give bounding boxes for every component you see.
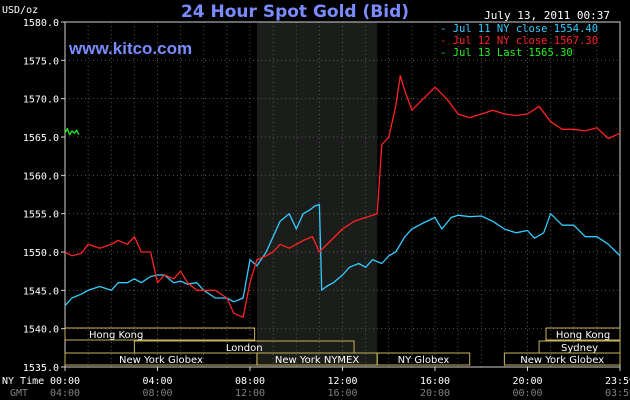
y-tick-label: 1570.0 (23, 95, 59, 106)
x-tick-label-gmt: 04:00 (50, 388, 80, 399)
series-line-jul-12 (64, 75, 621, 318)
x-tick-label-gmt: 20:00 (420, 388, 450, 399)
y-tick-label: 1535.0 (23, 363, 59, 374)
session-bar-label: NY Globex (398, 355, 450, 366)
x-tick-label-ny: 00:00 (50, 376, 80, 387)
session-bar: New York NYMEX (256, 352, 378, 366)
x-tick-label-ny: 12:00 (327, 376, 357, 387)
y-tick-label: 1550.0 (23, 248, 59, 259)
y-tick-label: 1565.0 (23, 133, 59, 144)
x-tick-label-gmt: 08:00 (142, 388, 172, 399)
session-bar-label: London (226, 343, 263, 354)
session-bar: NY Globex (376, 352, 471, 366)
legend-entry: - Jul 11 NY close 1554.40 (440, 23, 598, 35)
session-bar: Hong Kong (64, 327, 256, 341)
session-bar-label: Hong Kong (89, 330, 143, 341)
y-tick-label: 1545.0 (23, 286, 59, 297)
session-bar-label: Sydney (561, 343, 598, 354)
ny-time-label: NY Time (2, 376, 44, 387)
x-tick-label-ny: 20:00 (512, 376, 542, 387)
x-tick-label-gmt: 03:59 (605, 388, 630, 399)
session-bar: New York Globex (503, 352, 621, 366)
session-bar-label: Hong Kong (556, 330, 610, 341)
series-line-jul-13 (64, 127, 80, 136)
x-tick-labels: 00:0004:0004:0008:0008:0012:0012:0016:00… (50, 367, 630, 399)
x-tick-label-gmt: 16:00 (327, 388, 357, 399)
y-tick-label: 1575.0 (23, 56, 59, 67)
legend-entry: - Jul 12 NY close 1567.30 (440, 35, 598, 47)
y-tick-label: 1540.0 (23, 325, 59, 336)
session-bar-outline (64, 327, 256, 341)
y-axis-unit: USD/oz (2, 5, 38, 16)
x-tick-label-ny: 08:00 (235, 376, 265, 387)
y-tick-label: 1555.0 (23, 210, 59, 221)
session-bar-label: New York NYMEX (275, 355, 360, 366)
session-bar-outline (376, 352, 471, 366)
y-tick-labels: 1535.0 1540.0 1545.0 1550.0 1555.0 1560.0 1565… (23, 18, 65, 374)
series-layer (64, 75, 621, 318)
chart-title: 24 Hour Spot Gold (Bid) (181, 2, 409, 22)
gmt-label: GMT (10, 388, 28, 399)
x-tick-label-gmt: 12:00 (235, 388, 265, 399)
session-bar-outline (545, 327, 621, 341)
grid (65, 21, 620, 368)
y-tick-label: 1580.0 (23, 18, 59, 29)
x-tick-label-ny: 23:59 (605, 376, 630, 387)
session-bar-outline (503, 352, 621, 366)
website-watermark: www.kitco.com (68, 39, 192, 58)
session-bar: Hong Kong (545, 327, 621, 341)
x-tick-label-ny: 04:00 (142, 376, 172, 387)
x-tick-label-ny: 16:00 (420, 376, 450, 387)
legend-entry: - Jul 13 Last 1565.30 (440, 47, 573, 59)
session-bar-label: New York Globex (119, 355, 203, 366)
ny-session-band (256, 22, 378, 367)
y-tick-label: 1560.0 (23, 171, 59, 182)
timestamp: July 13, 2011 00:37 (484, 9, 610, 22)
x-tick-label-gmt: 00:00 (512, 388, 542, 399)
session-bar-label: New York Globex (520, 355, 604, 366)
legend: - Jul 11 NY close 1554.40- Jul 12 NY clo… (440, 23, 598, 59)
